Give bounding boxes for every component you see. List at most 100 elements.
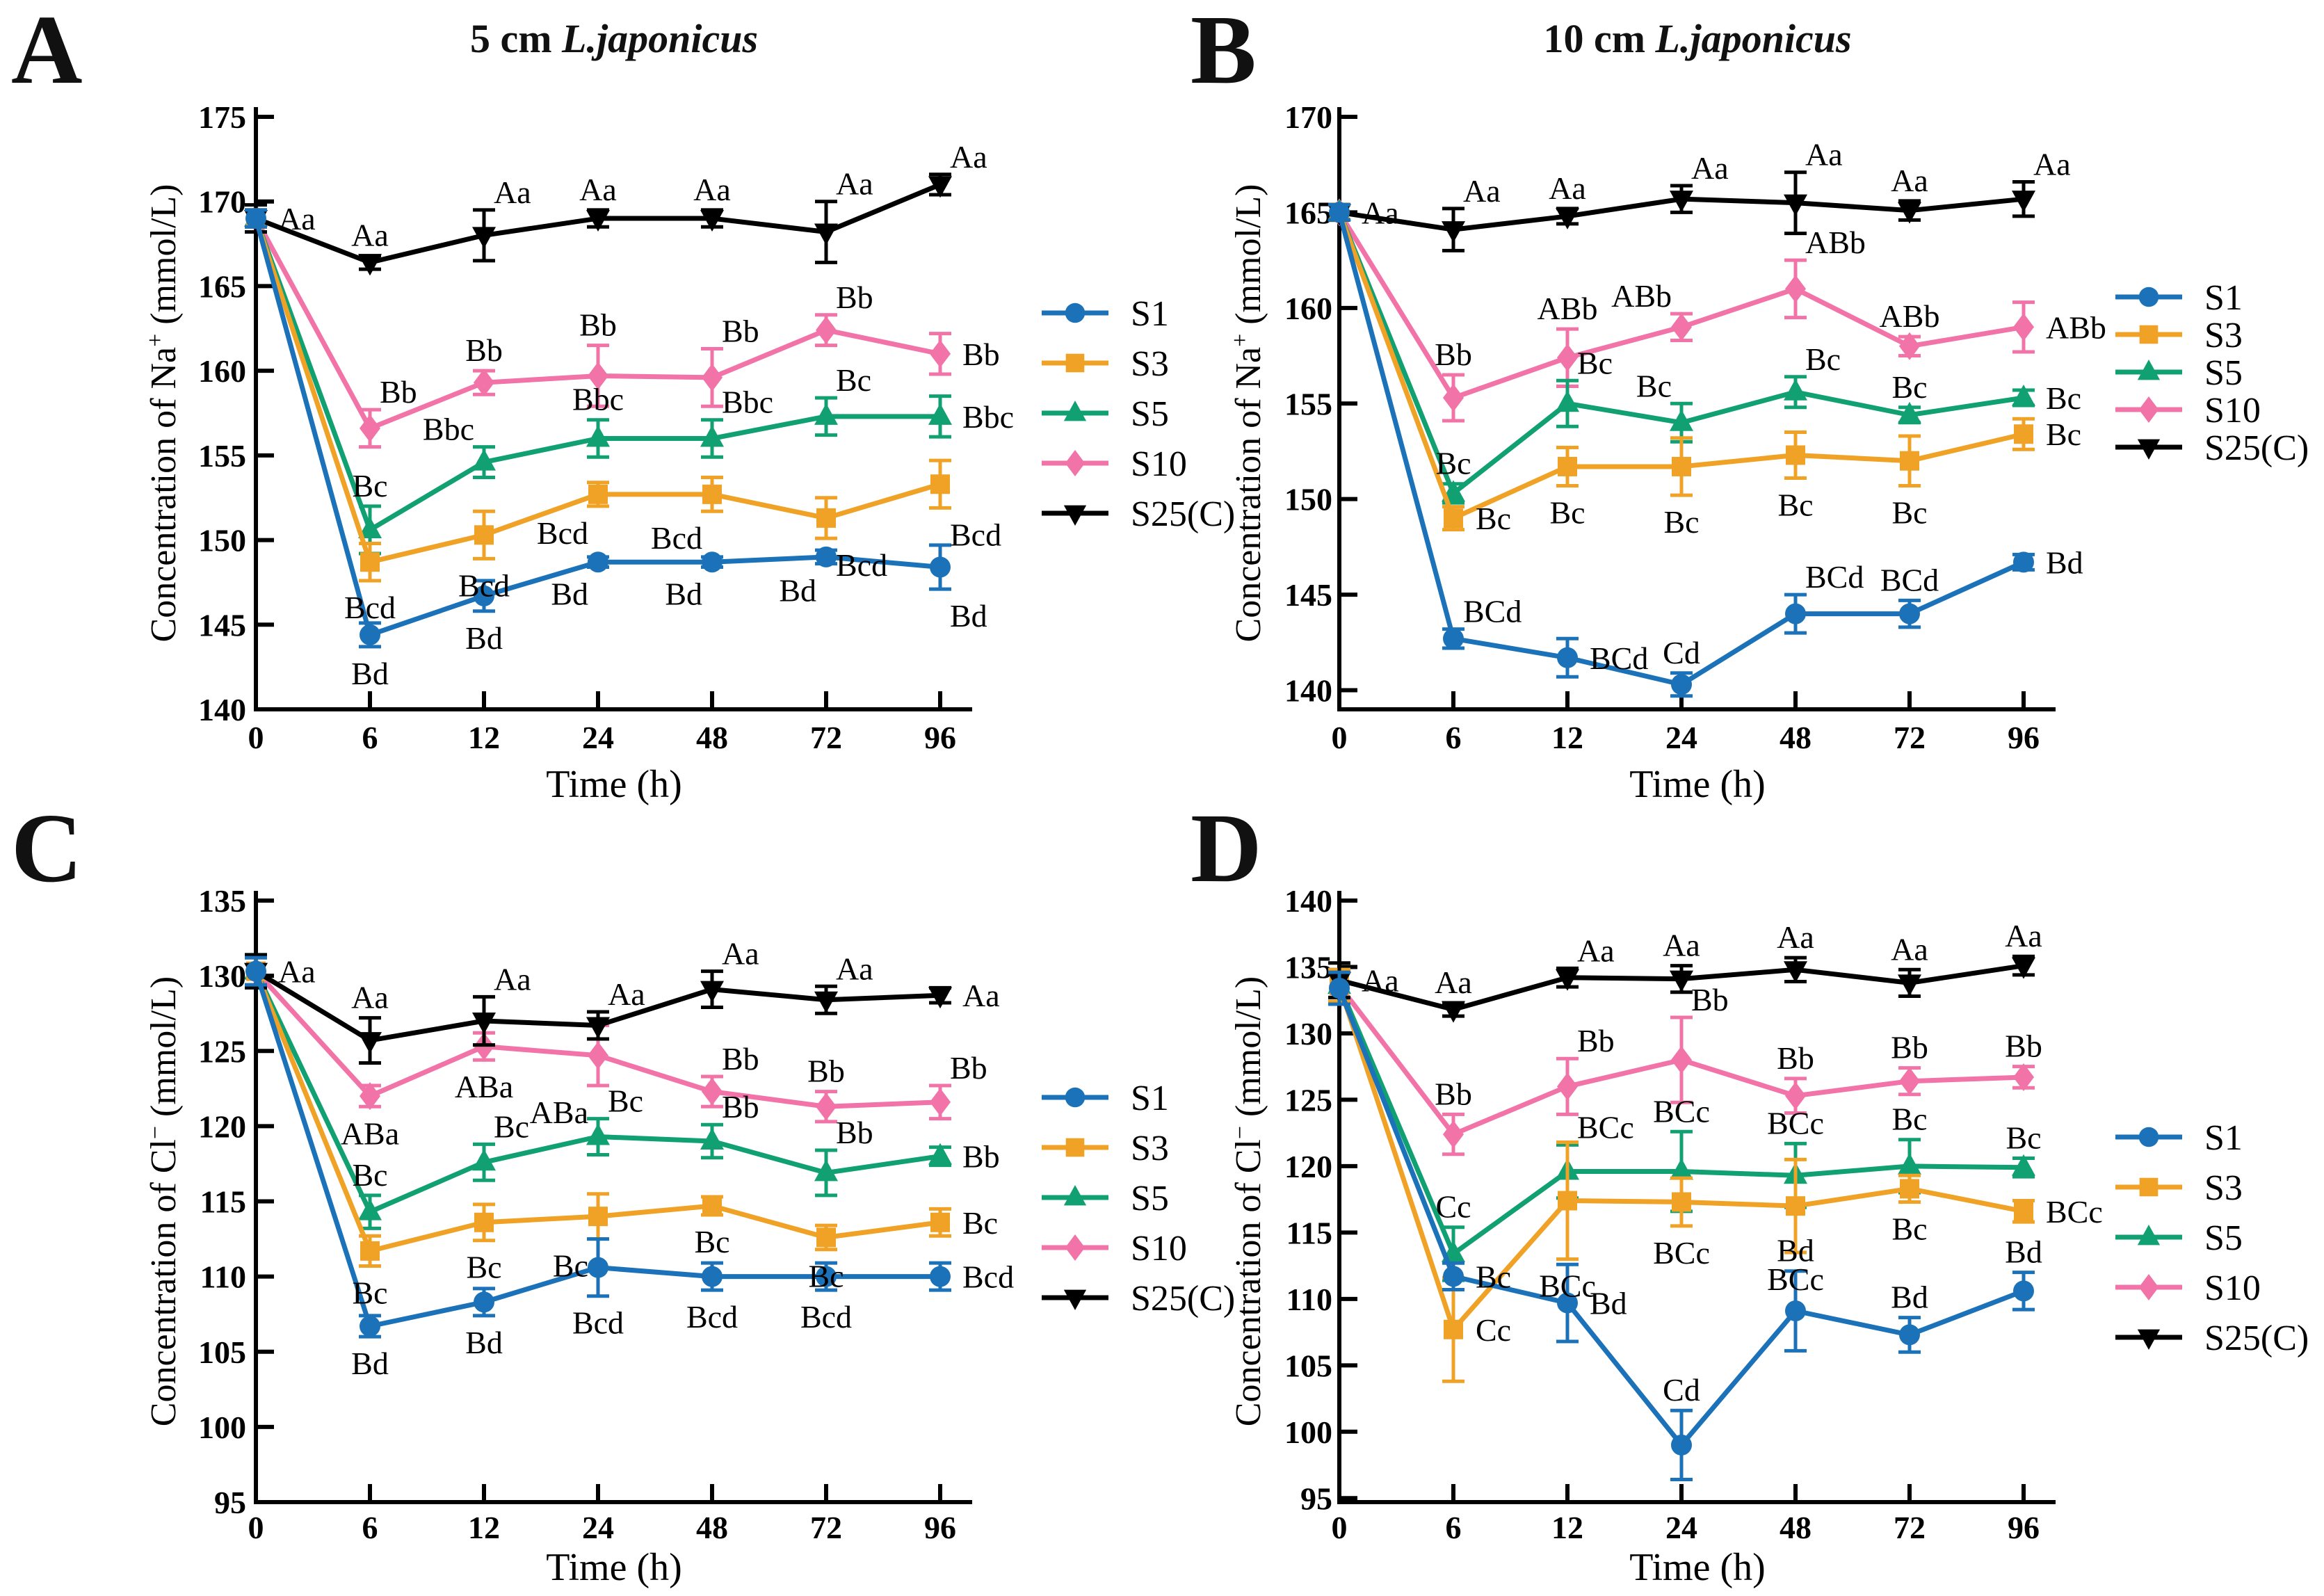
- sig-label: Bc: [1805, 341, 1841, 377]
- sig-label: Bc: [1549, 494, 1585, 530]
- sig-label: Bd: [551, 577, 588, 612]
- legend-label: S10: [1131, 444, 1187, 484]
- y-tick-label: 145: [1284, 577, 1332, 613]
- legend-d: S1 S3 S5 S10 S25(C): [2115, 1118, 2309, 1358]
- sig-label: Bcd: [651, 520, 702, 556]
- legend-item-s25c: S25(C): [1042, 1279, 1235, 1319]
- y-tick-label: 115: [1286, 1215, 1332, 1250]
- sig-label: Bcd: [962, 1259, 1014, 1295]
- legend-label: S1: [2204, 278, 2243, 318]
- series-s1: [245, 956, 951, 1339]
- legend-label: S3: [1131, 1129, 1169, 1168]
- x-tick-label: 72: [810, 1510, 842, 1545]
- sig-label: Bbc: [423, 412, 474, 447]
- y-tick-label: 120: [198, 1109, 246, 1144]
- legend-item-s10: S10: [2115, 1268, 2261, 1308]
- x-axis-title: Time (h): [546, 763, 682, 806]
- sig-label: Bbc: [722, 385, 773, 420]
- x-tick-label: 24: [582, 1510, 614, 1545]
- series-s3: [245, 208, 951, 583]
- sig-label: ABb: [1611, 278, 1672, 314]
- x-tick-label: 0: [1332, 1510, 1348, 1545]
- y-axis-title: Concentration of Na+ (mmol/L): [143, 184, 184, 643]
- sig-label: Bbc: [962, 399, 1014, 435]
- sig-label: Bcd: [800, 1299, 852, 1335]
- legend-item-s3: S3: [2115, 1168, 2243, 1208]
- y-tick-label: 110: [200, 1259, 246, 1295]
- panel-letter-b: B: [1191, 0, 1257, 104]
- sig-label: Aa: [1463, 173, 1501, 209]
- sig-label: Bc: [494, 1109, 529, 1144]
- legend-label: S3: [2204, 316, 2243, 355]
- y-axis-title: Concentration of Na+ (mmol/L): [1227, 184, 1268, 643]
- sig-label: Bb: [1891, 1030, 1928, 1065]
- legend-label: S5: [2204, 353, 2243, 393]
- legend-a: S1 S3 S5 S10 S25(C): [1042, 294, 1235, 534]
- sig-label: Bc: [808, 1259, 844, 1294]
- legend-label: S25(C): [1131, 1279, 1235, 1319]
- legend-label: S25(C): [2204, 1319, 2309, 1358]
- y-axis-title: Concentration of Cl− (mmol/L): [1227, 976, 1268, 1426]
- x-tick-label: 72: [1894, 720, 1926, 755]
- sig-label: Aa: [1691, 150, 1729, 186]
- sig-label: Bb: [579, 307, 617, 343]
- sig-label: Aa: [2033, 146, 2071, 182]
- legend-label: S1: [1131, 1079, 1169, 1118]
- sig-label: Aa: [1663, 928, 1700, 963]
- y-tick-label: 170: [1284, 99, 1332, 135]
- sig-label: Cd: [1663, 1372, 1700, 1408]
- sig-label: BCc: [2046, 1194, 2103, 1230]
- sig-label: Bc: [1636, 368, 1672, 403]
- sig-label: Bd: [2005, 1234, 2042, 1270]
- x-tick-label: 0: [1332, 720, 1348, 755]
- sig-label: Aa: [1549, 170, 1586, 206]
- sig-label: Cc: [1476, 1312, 1511, 1348]
- sig-label: ABb: [1805, 225, 1866, 260]
- sig-label: Aa: [950, 139, 987, 175]
- y-tick-label: 150: [198, 523, 246, 558]
- sig-label: Aa: [278, 954, 316, 990]
- sig-label: Bc: [1891, 1102, 1927, 1137]
- sig-label: BCc: [1767, 1105, 1824, 1140]
- legend-label: S1: [2204, 1118, 2243, 1158]
- panel-title-b: 10 cm L.japonicus: [1543, 15, 1851, 62]
- x-axis-title: Time (h): [1629, 1546, 1766, 1589]
- legend-item-s5: S5: [2115, 1218, 2243, 1258]
- sig-label: Bd: [351, 656, 389, 691]
- x-tick-label: 12: [1551, 1510, 1583, 1545]
- legend-item-s10: S10: [1042, 1229, 1187, 1268]
- sig-label: Bcd: [950, 517, 1001, 552]
- axes: [254, 107, 972, 711]
- sig-label: Cd: [1663, 635, 1700, 670]
- sig-label: Bc: [1777, 487, 1813, 522]
- legend-label: S3: [1131, 344, 1169, 384]
- legend-label: S5: [1131, 394, 1169, 434]
- sig-label: Aa: [1891, 163, 1928, 198]
- sig-label: Bcd: [344, 590, 396, 625]
- sig-label: Bd: [1777, 1233, 1814, 1268]
- legend-item-s10: S10: [1042, 444, 1187, 484]
- sig-label: Bb: [1691, 982, 1729, 1017]
- sig-label: Bc: [1891, 369, 1927, 405]
- panel-title-a: 5 cm L.japonicus: [470, 15, 758, 62]
- y-tick-label: 100: [1284, 1414, 1332, 1450]
- y-tick-label: 150: [1284, 482, 1332, 517]
- x-axis-title: Time (h): [546, 1546, 682, 1589]
- sig-label: Bb: [722, 1041, 759, 1077]
- sig-label: Bc: [836, 362, 871, 398]
- sig-label: Bc: [1663, 504, 1699, 540]
- legend-item-s25c: S25(C): [2115, 428, 2309, 468]
- sig-label: Bb: [465, 332, 503, 368]
- series-s25c: [1328, 170, 2035, 252]
- legend-label: S25(C): [2204, 428, 2309, 468]
- y-tick-label: 125: [1284, 1082, 1332, 1118]
- y-tick-label: 140: [1284, 673, 1332, 709]
- x-tick-label: 12: [1551, 720, 1583, 755]
- panel-b: 140 145 150 155 160 165 170 0 6 12 24 48 72 96 Time (h…: [1227, 99, 2309, 806]
- sig-label: ABa: [455, 1069, 513, 1104]
- sig-label: Bd: [465, 1325, 503, 1360]
- sig-label: BCc: [1653, 1093, 1710, 1129]
- y-tick-label: 140: [198, 692, 246, 727]
- x-tick-label: 6: [362, 720, 378, 755]
